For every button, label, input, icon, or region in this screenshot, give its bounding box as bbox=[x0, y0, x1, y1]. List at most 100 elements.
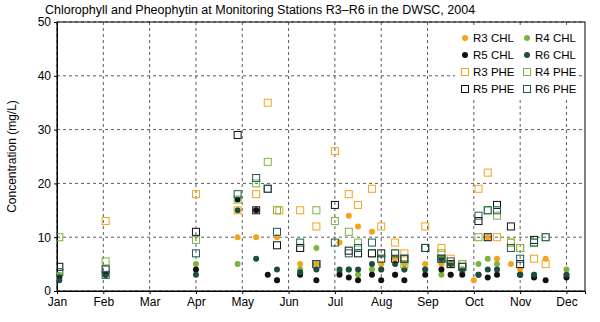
point bbox=[378, 223, 385, 230]
point-group bbox=[475, 212, 482, 219]
point bbox=[331, 201, 338, 208]
tick: Jun bbox=[279, 291, 298, 309]
point bbox=[345, 191, 352, 198]
point bbox=[507, 223, 514, 230]
point-group bbox=[369, 272, 375, 278]
legend-item: R6 CHL bbox=[524, 49, 577, 61]
point bbox=[542, 261, 549, 268]
tick: 0 bbox=[44, 284, 57, 298]
point-group bbox=[368, 250, 375, 257]
point bbox=[355, 250, 362, 257]
series bbox=[102, 99, 549, 267]
grid bbox=[57, 22, 585, 291]
point bbox=[369, 261, 375, 267]
point-group bbox=[355, 223, 361, 229]
point bbox=[494, 207, 501, 214]
point-group bbox=[378, 223, 385, 230]
point-group bbox=[484, 234, 491, 241]
point bbox=[313, 245, 319, 251]
point-group bbox=[234, 196, 241, 203]
point-group bbox=[485, 275, 491, 281]
point-group bbox=[438, 250, 445, 257]
series bbox=[57, 131, 538, 273]
point bbox=[517, 272, 523, 278]
point bbox=[517, 255, 524, 262]
legend-label: R3 CHL bbox=[473, 32, 515, 44]
tick: 10 bbox=[38, 231, 57, 245]
point-group bbox=[253, 256, 259, 262]
point bbox=[345, 250, 352, 257]
tick-label: 50 bbox=[38, 15, 52, 29]
legend-background bbox=[455, 28, 579, 98]
point bbox=[355, 244, 362, 251]
point-group bbox=[345, 247, 352, 254]
legend-item: R4 PHE bbox=[524, 66, 577, 78]
point-group bbox=[368, 185, 375, 192]
point bbox=[368, 250, 375, 257]
point bbox=[274, 277, 280, 283]
point-group bbox=[346, 275, 352, 281]
point bbox=[494, 272, 500, 278]
point bbox=[378, 266, 384, 272]
point bbox=[422, 266, 428, 272]
tick: Oct bbox=[465, 291, 484, 309]
tick-label: Aug bbox=[371, 295, 392, 309]
legend-label: R4 PHE bbox=[535, 66, 577, 78]
point-group bbox=[475, 272, 481, 278]
point-group bbox=[485, 234, 491, 240]
point-group bbox=[274, 277, 280, 283]
point bbox=[253, 191, 260, 198]
legend-label: R3 PHE bbox=[473, 66, 515, 78]
point bbox=[422, 266, 428, 272]
point-group bbox=[355, 250, 362, 257]
point-group bbox=[531, 272, 537, 278]
point bbox=[494, 261, 500, 267]
point bbox=[494, 212, 501, 219]
point bbox=[57, 277, 62, 283]
point bbox=[253, 256, 259, 262]
point-group bbox=[355, 239, 362, 246]
point-group bbox=[494, 212, 501, 219]
point-group bbox=[494, 201, 501, 208]
point-group bbox=[253, 234, 259, 240]
point-group bbox=[447, 258, 454, 265]
point bbox=[517, 244, 524, 251]
point bbox=[264, 185, 271, 192]
point bbox=[494, 201, 501, 208]
point-group bbox=[422, 261, 428, 267]
point-group bbox=[422, 266, 428, 272]
point-group bbox=[531, 272, 537, 278]
point bbox=[471, 277, 477, 283]
point-group bbox=[459, 272, 465, 278]
point bbox=[438, 266, 444, 272]
tick: Feb bbox=[93, 291, 114, 309]
point-group bbox=[234, 207, 241, 214]
point-group bbox=[297, 207, 304, 214]
legend-marker bbox=[524, 86, 531, 93]
point-group bbox=[378, 266, 384, 272]
point bbox=[485, 275, 491, 281]
axis-line bbox=[58, 292, 586, 295]
point bbox=[337, 240, 343, 246]
point bbox=[313, 261, 319, 267]
tick-label: 20 bbox=[38, 177, 52, 191]
point-group bbox=[253, 180, 260, 187]
legend-item: R6 PHE bbox=[524, 83, 577, 95]
point bbox=[313, 261, 320, 268]
point bbox=[346, 266, 352, 272]
grid-line bbox=[149, 22, 150, 291]
point-group bbox=[422, 244, 429, 251]
point-group bbox=[378, 277, 384, 283]
tick-label: 0 bbox=[44, 284, 51, 298]
point-group bbox=[563, 272, 569, 278]
point-group bbox=[313, 245, 319, 251]
point bbox=[507, 244, 514, 251]
point-group bbox=[264, 158, 271, 165]
point bbox=[297, 239, 304, 246]
point-group bbox=[337, 266, 343, 272]
point bbox=[475, 261, 481, 267]
point-group bbox=[57, 269, 63, 276]
point-group bbox=[507, 239, 514, 246]
point-group bbox=[355, 277, 361, 283]
point bbox=[378, 255, 385, 262]
